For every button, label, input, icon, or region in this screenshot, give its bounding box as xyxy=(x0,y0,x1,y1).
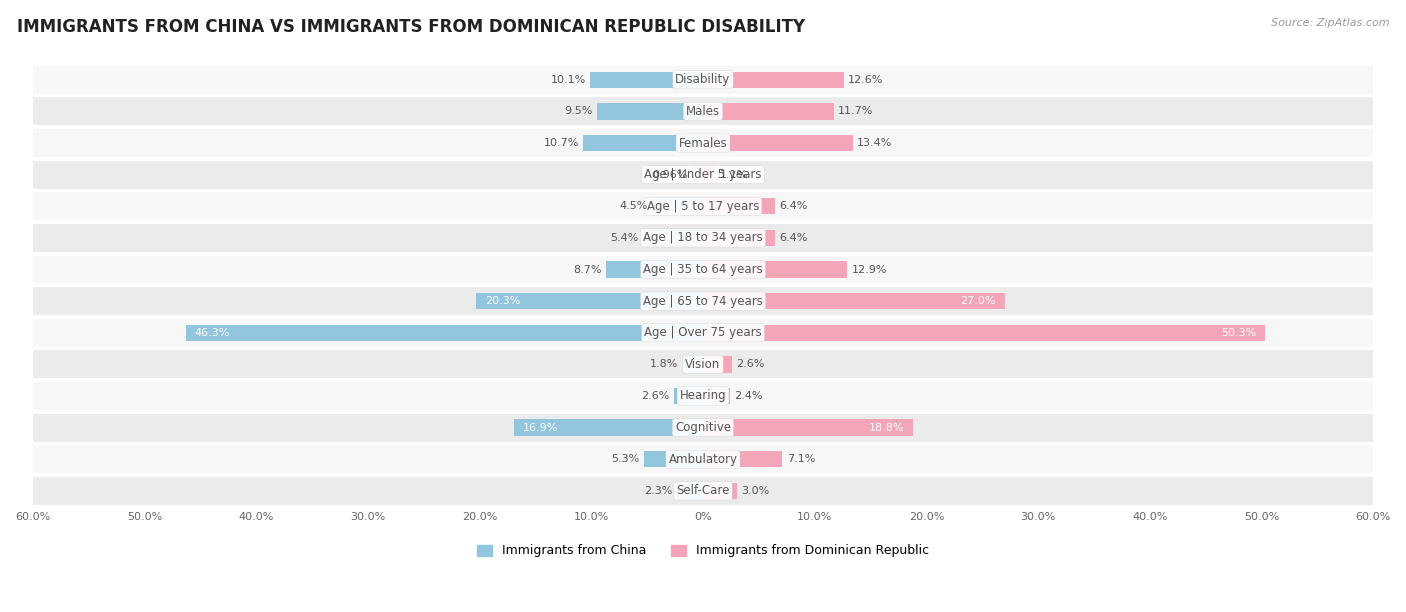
Bar xyxy=(703,419,912,436)
Bar xyxy=(32,192,1374,220)
Bar xyxy=(583,135,703,151)
Text: 1.1%: 1.1% xyxy=(720,170,748,180)
Text: 2.3%: 2.3% xyxy=(644,486,673,496)
Bar xyxy=(32,446,1374,473)
Text: 6.4%: 6.4% xyxy=(779,201,807,211)
Text: 3.0%: 3.0% xyxy=(741,486,769,496)
Text: Ambulatory: Ambulatory xyxy=(668,453,738,466)
Bar xyxy=(703,356,733,373)
Bar xyxy=(32,351,1374,378)
Bar xyxy=(32,319,1374,346)
Text: 8.7%: 8.7% xyxy=(572,264,602,275)
Bar xyxy=(703,483,737,499)
Text: 2.6%: 2.6% xyxy=(641,391,669,401)
Bar xyxy=(598,103,703,119)
Text: 6.4%: 6.4% xyxy=(779,233,807,243)
Text: 12.9%: 12.9% xyxy=(852,264,887,275)
Bar xyxy=(703,230,775,246)
Bar xyxy=(673,388,703,404)
Text: Self-Care: Self-Care xyxy=(676,484,730,498)
Bar xyxy=(678,483,703,499)
Text: Age | 35 to 64 years: Age | 35 to 64 years xyxy=(643,263,763,276)
Text: Disability: Disability xyxy=(675,73,731,86)
Text: Age | 65 to 74 years: Age | 65 to 74 years xyxy=(643,294,763,308)
Bar xyxy=(477,293,703,309)
Bar xyxy=(703,72,844,88)
Text: 7.1%: 7.1% xyxy=(787,454,815,465)
Text: Males: Males xyxy=(686,105,720,118)
Bar xyxy=(703,388,730,404)
Text: 2.4%: 2.4% xyxy=(734,391,763,401)
Bar xyxy=(703,166,716,183)
Bar xyxy=(703,198,775,214)
Text: 0.96%: 0.96% xyxy=(652,170,688,180)
Text: Vision: Vision xyxy=(685,358,721,371)
Bar xyxy=(32,129,1374,157)
Text: Females: Females xyxy=(679,136,727,149)
Text: 2.6%: 2.6% xyxy=(737,359,765,370)
Bar xyxy=(606,261,703,278)
Bar xyxy=(692,166,703,183)
Bar xyxy=(703,324,1265,341)
Text: 46.3%: 46.3% xyxy=(194,328,231,338)
Bar xyxy=(703,135,852,151)
Text: Age | 18 to 34 years: Age | 18 to 34 years xyxy=(643,231,763,244)
Text: 18.8%: 18.8% xyxy=(869,423,904,433)
Bar xyxy=(643,230,703,246)
Text: Age | 5 to 17 years: Age | 5 to 17 years xyxy=(647,200,759,213)
Text: Source: ZipAtlas.com: Source: ZipAtlas.com xyxy=(1271,18,1389,28)
Text: 13.4%: 13.4% xyxy=(858,138,893,148)
Bar xyxy=(32,414,1374,441)
Text: 11.7%: 11.7% xyxy=(838,106,873,116)
Text: 5.4%: 5.4% xyxy=(610,233,638,243)
Text: 16.9%: 16.9% xyxy=(523,423,558,433)
Bar xyxy=(652,198,703,214)
Text: Cognitive: Cognitive xyxy=(675,421,731,434)
Text: Hearing: Hearing xyxy=(679,389,727,403)
Text: Age | Over 75 years: Age | Over 75 years xyxy=(644,326,762,339)
Bar xyxy=(32,224,1374,252)
Text: 9.5%: 9.5% xyxy=(564,106,592,116)
Bar xyxy=(703,293,1005,309)
Text: 20.3%: 20.3% xyxy=(485,296,520,306)
Bar xyxy=(644,451,703,468)
Bar xyxy=(703,451,782,468)
Legend: Immigrants from China, Immigrants from Dominican Republic: Immigrants from China, Immigrants from D… xyxy=(472,539,934,562)
Text: 10.1%: 10.1% xyxy=(550,75,586,85)
Bar xyxy=(32,382,1374,410)
Text: Age | Under 5 years: Age | Under 5 years xyxy=(644,168,762,181)
Text: 12.6%: 12.6% xyxy=(848,75,883,85)
Text: 1.8%: 1.8% xyxy=(650,359,679,370)
Bar xyxy=(32,97,1374,125)
Bar xyxy=(703,261,848,278)
Text: 50.3%: 50.3% xyxy=(1220,328,1256,338)
Bar xyxy=(32,256,1374,283)
Bar xyxy=(515,419,703,436)
Bar xyxy=(186,324,703,341)
Text: 10.7%: 10.7% xyxy=(544,138,579,148)
Text: IMMIGRANTS FROM CHINA VS IMMIGRANTS FROM DOMINICAN REPUBLIC DISABILITY: IMMIGRANTS FROM CHINA VS IMMIGRANTS FROM… xyxy=(17,18,806,36)
Text: 27.0%: 27.0% xyxy=(960,296,995,306)
Bar xyxy=(703,103,834,119)
Bar xyxy=(32,287,1374,315)
Bar xyxy=(591,72,703,88)
Text: 5.3%: 5.3% xyxy=(612,454,640,465)
Bar xyxy=(683,356,703,373)
Bar xyxy=(32,161,1374,188)
Text: 4.5%: 4.5% xyxy=(620,201,648,211)
Bar xyxy=(32,477,1374,505)
Bar xyxy=(32,66,1374,94)
